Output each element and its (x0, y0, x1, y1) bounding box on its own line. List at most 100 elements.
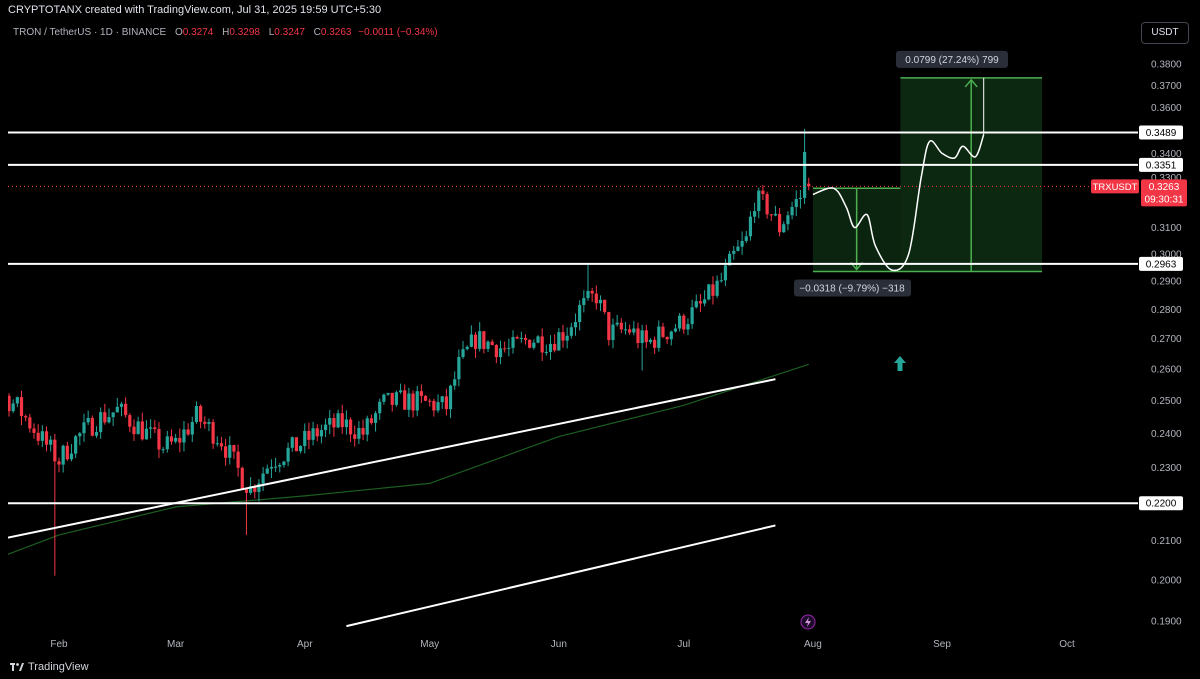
candle-body[interactable] (511, 337, 515, 348)
candle-body[interactable] (82, 422, 86, 434)
candle-body[interactable] (773, 213, 778, 216)
candle-body[interactable] (119, 403, 124, 407)
candle-body[interactable] (24, 416, 28, 418)
trendline[interactable] (0, 378, 776, 554)
candle-body[interactable] (224, 446, 228, 458)
candle-body[interactable] (344, 419, 349, 428)
currency-button[interactable]: USDT (1141, 22, 1189, 44)
candle-body[interactable] (411, 393, 415, 411)
candle-body[interactable] (165, 436, 169, 450)
candle-body[interactable] (390, 392, 394, 405)
candle-body[interactable] (686, 324, 690, 330)
candle-body[interactable] (265, 468, 269, 474)
candle-body[interactable] (715, 280, 719, 296)
candle-body[interactable] (157, 429, 161, 450)
candle-body[interactable] (586, 290, 590, 299)
candle-body[interactable] (498, 348, 503, 358)
candle-body[interactable] (673, 328, 678, 332)
candle-body[interactable] (790, 206, 794, 216)
candle-body[interactable] (311, 428, 315, 440)
candlestick-series[interactable] (0, 128, 811, 576)
candle-body[interactable] (669, 331, 673, 340)
candle-body[interactable] (36, 432, 40, 441)
candle-body[interactable] (419, 391, 423, 396)
candle-body[interactable] (711, 284, 715, 296)
candle-body[interactable] (740, 240, 744, 247)
candle-body[interactable] (361, 427, 365, 435)
candle-body[interactable] (403, 390, 407, 410)
candle-body[interactable] (232, 445, 236, 452)
candle-body[interactable] (282, 461, 286, 466)
candle-body[interactable] (136, 421, 140, 435)
candle-body[interactable] (203, 421, 207, 424)
candle-body[interactable] (782, 224, 786, 233)
candle-body[interactable] (32, 428, 36, 433)
candle-body[interactable] (532, 342, 536, 348)
candle-body[interactable] (436, 402, 440, 411)
candle-body[interactable] (615, 322, 619, 325)
candle-body[interactable] (236, 451, 240, 468)
candle-body[interactable] (49, 439, 53, 445)
candle-body[interactable] (15, 397, 19, 404)
candle-body[interactable] (365, 418, 369, 435)
candle-body[interactable] (40, 431, 44, 441)
candle-body[interactable] (573, 322, 578, 328)
candle-body[interactable] (611, 324, 615, 341)
candle-body[interactable] (807, 183, 811, 187)
candle-body[interactable] (336, 413, 340, 428)
candle-body[interactable] (544, 352, 548, 354)
candle-body[interactable] (323, 424, 328, 431)
candle-body[interactable] (174, 437, 178, 442)
candle-body[interactable] (332, 418, 336, 428)
candle-body[interactable] (540, 336, 544, 353)
candle-body[interactable] (536, 336, 540, 343)
candle-body[interactable] (607, 312, 611, 341)
candle-body[interactable] (78, 433, 82, 437)
candle-body[interactable] (348, 419, 353, 435)
candle-body[interactable] (307, 430, 311, 440)
candle-body[interactable] (228, 445, 232, 458)
candle-body[interactable] (457, 357, 461, 380)
candle-body[interactable] (557, 332, 561, 351)
candle-body[interactable] (590, 290, 594, 294)
candle-body[interactable] (386, 392, 390, 395)
candle-body[interactable] (257, 483, 261, 492)
candle-body[interactable] (644, 330, 648, 343)
candle-body[interactable] (757, 190, 761, 212)
candle-body[interactable] (65, 445, 69, 460)
candle-body[interactable] (244, 489, 249, 493)
candle-body[interactable] (290, 437, 294, 448)
candle-body[interactable] (190, 422, 194, 435)
candle-body[interactable] (0, 395, 2, 396)
candle-body[interactable] (340, 413, 344, 428)
candle-body[interactable] (269, 467, 274, 469)
candle-body[interactable] (369, 418, 373, 423)
candle-body[interactable] (407, 393, 411, 410)
candle-body[interactable] (698, 301, 703, 304)
trendline[interactable] (346, 524, 776, 628)
candle-body[interactable] (486, 341, 490, 349)
candle-body[interactable] (294, 437, 299, 452)
candle-body[interactable] (253, 486, 257, 492)
candle-body[interactable] (19, 397, 24, 417)
candle-body[interactable] (53, 439, 57, 462)
candle-body[interactable] (107, 417, 111, 423)
candle-body[interactable] (473, 334, 478, 349)
candle-body[interactable] (519, 337, 523, 339)
candle-body[interactable] (207, 422, 211, 424)
candle-body[interactable] (99, 412, 103, 433)
candle-body[interactable] (632, 328, 636, 333)
candle-body[interactable] (728, 253, 732, 266)
candle-body[interactable] (161, 449, 165, 451)
candle-body[interactable] (582, 298, 586, 306)
candle-body[interactable] (353, 434, 357, 439)
candle-body[interactable] (623, 329, 628, 331)
candle-body[interactable] (761, 190, 765, 195)
candle-body[interactable] (769, 214, 773, 216)
candle-body[interactable] (153, 427, 157, 430)
candle-body[interactable] (565, 335, 569, 341)
candle-body[interactable] (249, 486, 253, 493)
candle-body[interactable] (298, 446, 303, 452)
candle-body[interactable] (453, 379, 457, 386)
